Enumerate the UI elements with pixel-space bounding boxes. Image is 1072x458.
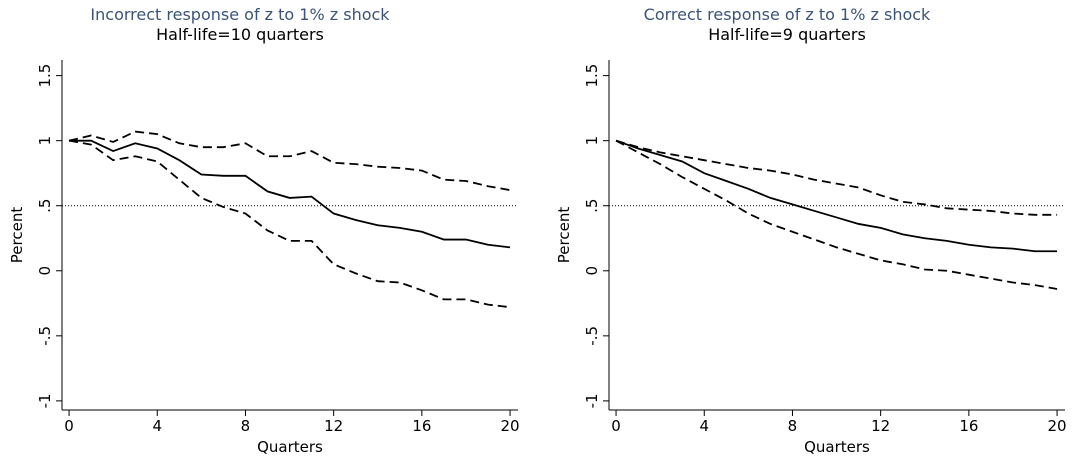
x-tick-label: 16 [412,417,431,435]
chart-subtitle: Half-life=9 quarters [708,25,866,44]
y-tick-label: .5 [583,199,601,213]
x-tick-label: 20 [1048,417,1067,435]
y-axis-label: Percent [555,207,573,264]
x-tick-label: 20 [501,417,520,435]
chart-title: Correct response of z to 1% z shock [644,5,931,24]
x-tick-label: 8 [788,417,798,435]
y-tick-label: 1.5 [36,64,54,88]
x-tick-label: 16 [959,417,978,435]
y-tick-label: .5 [36,199,54,213]
chart-title: Incorrect response of z to 1% z shock [90,5,390,24]
series-line [68,130,511,191]
x-axis-label: Quarters [257,438,323,456]
y-tick-label: 0 [36,266,54,276]
x-tick-label: 12 [324,417,343,435]
panel: Incorrect response of z to 1% z shockHal… [8,5,520,456]
y-tick-label: 1 [36,136,54,146]
y-tick-label: 0 [583,266,601,276]
y-axis-label: Percent [8,207,26,264]
x-tick-label: 8 [241,417,251,435]
x-tick-label: 12 [871,417,890,435]
x-tick-label: 0 [611,417,621,435]
x-tick-label: 4 [699,417,709,435]
y-tick-label: -1 [583,393,601,408]
x-tick-label: 0 [64,417,74,435]
x-axis-label: Quarters [804,438,870,456]
y-tick-label: 1.5 [583,64,601,88]
y-tick-label: -.5 [36,326,54,346]
series-line [615,139,1058,216]
series-line [615,139,1058,253]
y-tick-label: -1 [36,393,54,408]
y-tick-label: 1 [583,136,601,146]
series-line [615,139,1058,290]
series-line [68,139,511,309]
x-tick-label: 4 [152,417,162,435]
y-tick-label: -.5 [583,326,601,346]
panel: Correct response of z to 1% z shockHalf-… [555,5,1067,456]
chart-subtitle: Half-life=10 quarters [156,25,324,44]
series-line [69,139,511,249]
